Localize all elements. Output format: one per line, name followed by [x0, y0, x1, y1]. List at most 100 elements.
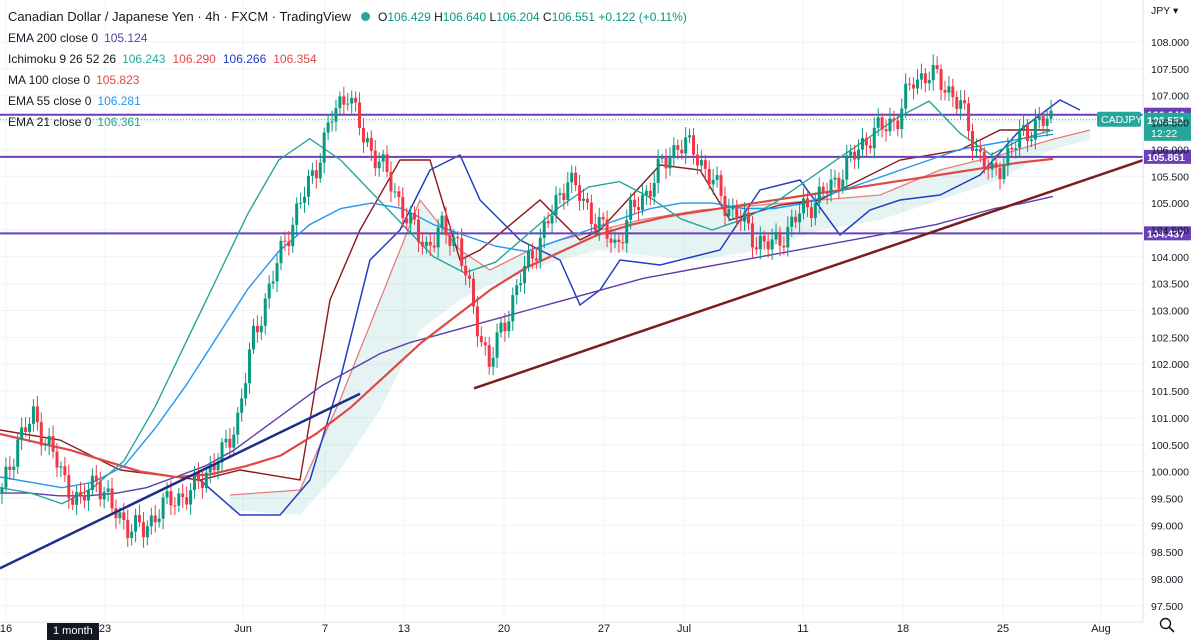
chart-grid [0, 0, 1143, 622]
y-tick-label: 104.000 [1151, 252, 1189, 264]
candle-body [825, 191, 829, 194]
candle-body [71, 498, 75, 505]
candle-body [699, 160, 703, 166]
candle-body [385, 154, 389, 172]
market-status-dot [361, 12, 371, 21]
candle-body [935, 65, 939, 70]
candle-body [915, 79, 919, 89]
candle-body [228, 438, 232, 448]
y-tick-label: 105.000 [1151, 198, 1189, 210]
candle-body [951, 86, 955, 98]
candle-body [974, 149, 978, 152]
x-tick-label: 7 [322, 623, 328, 635]
candle-body [1049, 110, 1053, 119]
candle-body [1037, 116, 1041, 120]
candle-body [432, 245, 436, 248]
candle-body [542, 221, 546, 238]
indicator-line [0, 100, 1054, 505]
candle-body [554, 194, 558, 216]
candle-body [59, 466, 63, 468]
candle-body [189, 490, 193, 505]
range-badge[interactable]: 1 month [47, 623, 99, 640]
candle-body [982, 151, 986, 169]
candle-body [259, 325, 263, 333]
candle-body [102, 491, 106, 500]
candle-body [55, 451, 59, 468]
candle-body [711, 179, 715, 185]
countdown-label: 12:22 [1151, 128, 1177, 140]
indicator-row[interactable]: MA 100 close 0 105.823 [8, 70, 687, 91]
candle-body [440, 215, 444, 228]
candle-body [216, 462, 220, 471]
y-tick-label: 106.000 [1151, 144, 1189, 156]
indicator-row[interactable]: EMA 21 close 0 106.361 [8, 112, 687, 133]
candle-body [106, 488, 110, 492]
indicator-row[interactable]: EMA 55 close 0 106.281 [8, 91, 687, 112]
indicator-row[interactable]: EMA 200 close 0 105.124 [8, 28, 687, 49]
candle-body [884, 129, 888, 132]
candle-body [821, 186, 825, 192]
y-tick-label: 103.500 [1151, 279, 1189, 291]
candle-body [134, 515, 138, 532]
candle-body [672, 145, 676, 159]
low-label: L [489, 10, 497, 24]
candle-body [833, 177, 837, 180]
candle-body [369, 138, 373, 151]
candle-body [664, 157, 668, 169]
x-tick-label: 13 [398, 623, 410, 635]
candle-body [365, 138, 369, 143]
candle-body [621, 242, 625, 244]
candle-body [719, 175, 723, 196]
candle-body [204, 472, 208, 489]
candle-body [860, 138, 864, 150]
candle-body [841, 179, 845, 189]
candle-body [805, 198, 809, 208]
candle-body [868, 145, 872, 149]
trendline [0, 392, 361, 570]
last-price-label: 106.551 [1147, 115, 1185, 127]
candle-body [912, 84, 916, 89]
candle-body [931, 65, 935, 81]
candle-body [802, 198, 806, 214]
candle-body [750, 223, 754, 248]
candle-body [35, 406, 39, 423]
candle-body [83, 495, 87, 501]
symbol-title[interactable]: Canadian Dollar / Japanese Yen · 4h · FX… [8, 9, 352, 24]
x-tick-label: 25 [997, 623, 1009, 635]
zoom-icon[interactable] [1158, 616, 1176, 634]
y-tick-label: 99.500 [1151, 493, 1183, 505]
indicator-label: MA 100 close 0 [8, 73, 91, 87]
candle-body [593, 224, 597, 231]
candle-body [813, 203, 817, 219]
candle-body [149, 515, 153, 527]
cloud-area [230, 130, 1090, 515]
candle-body [743, 212, 747, 222]
x-tick-label: 18 [897, 623, 909, 635]
candle-body [597, 216, 601, 231]
y-tick-label: 104.500 [1151, 225, 1189, 237]
candle-body [715, 175, 719, 180]
candle-body [817, 186, 821, 204]
candle-body [0, 487, 4, 494]
candle-body [849, 151, 853, 156]
candle-body [330, 121, 334, 123]
candle-body [420, 241, 424, 247]
candle-body [585, 198, 589, 203]
candle-body [236, 412, 240, 435]
candle-body [503, 322, 507, 332]
candle-body [770, 239, 774, 250]
candle-body [629, 199, 633, 220]
candle-body [428, 241, 432, 246]
candle-body [452, 236, 456, 246]
candle-body [67, 475, 71, 499]
indicator-row[interactable]: Ichimoku 9 26 52 26 106.243 106.290 106.266… [8, 49, 687, 70]
candle-body [872, 127, 876, 149]
candle-body [782, 245, 786, 248]
candle-body [1033, 119, 1037, 140]
candle-body [566, 182, 570, 200]
candle-body [338, 96, 342, 109]
candle-body [240, 398, 244, 413]
candle-body [1045, 118, 1049, 126]
